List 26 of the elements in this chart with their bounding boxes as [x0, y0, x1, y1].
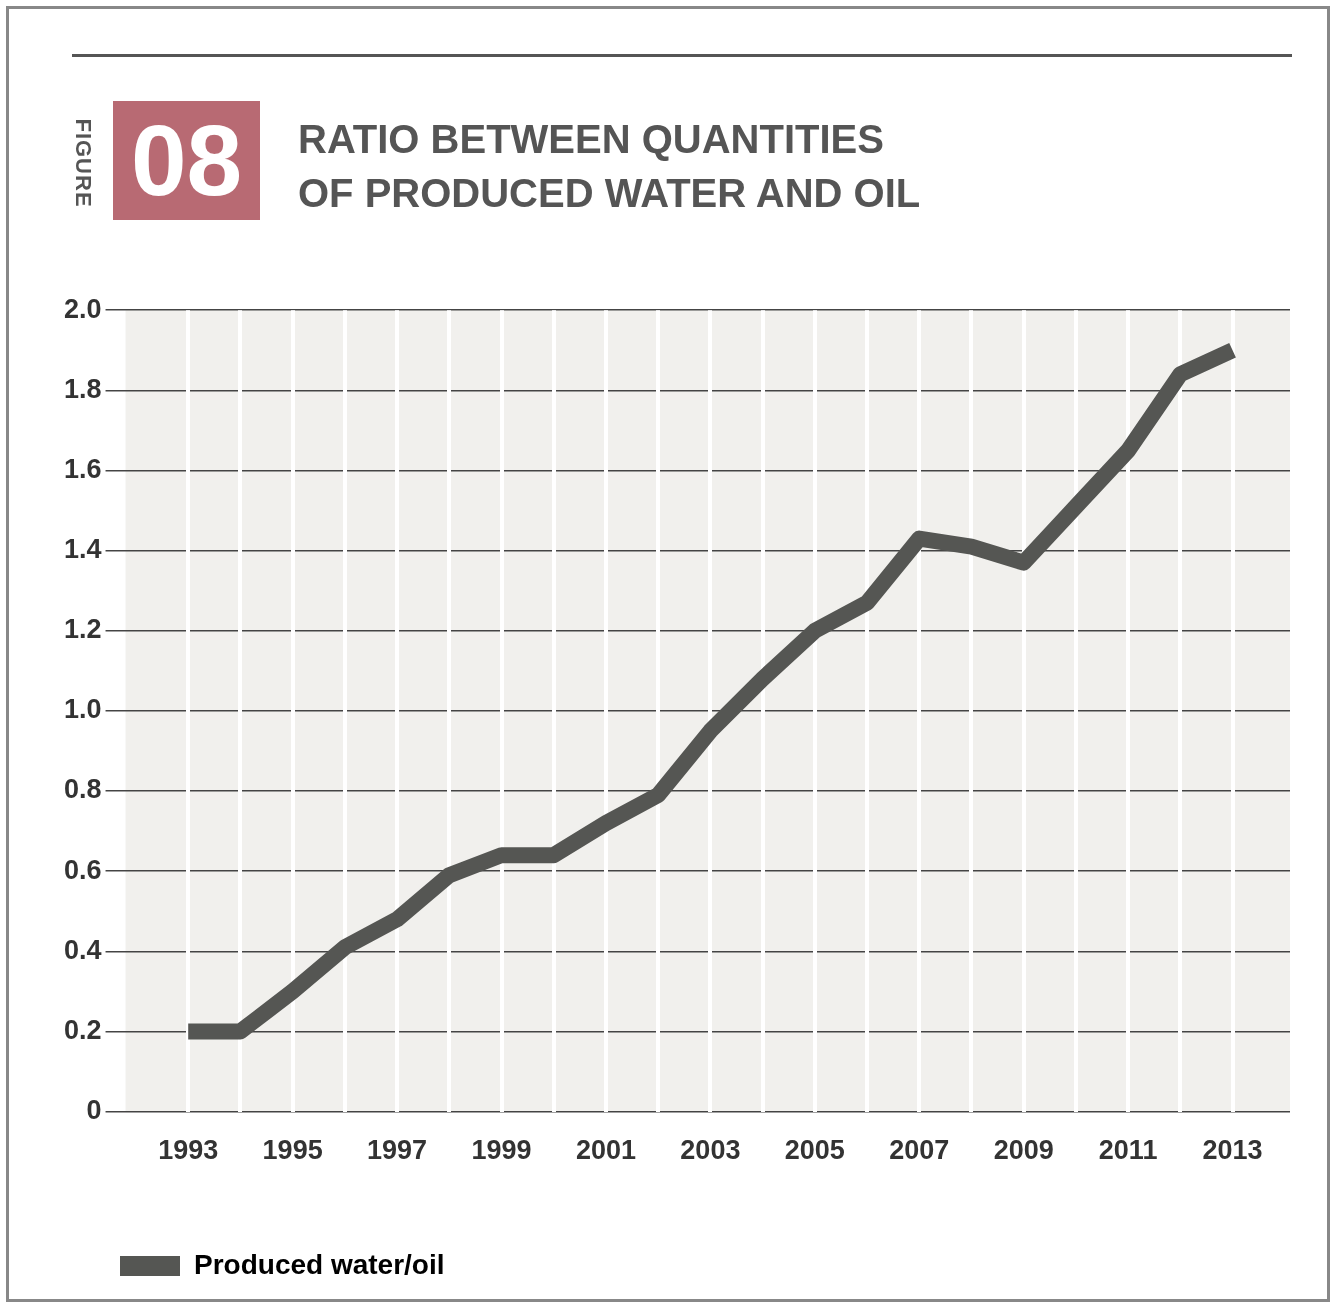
x-tick-label: 2005 [784, 1135, 845, 1166]
y-tick-label: 2.0 [63, 293, 102, 324]
y-tick-label: 1.2 [63, 614, 102, 645]
x-tick-label: 1995 [262, 1135, 323, 1166]
x-tick-label: 2011 [1098, 1135, 1158, 1166]
y-tick-label: 0 [86, 1095, 102, 1126]
x-tick-label: 1993 [158, 1135, 219, 1166]
y-tick-label: 0.8 [63, 774, 102, 805]
y-tick-label: 1.0 [63, 694, 102, 725]
x-tick-label: 1997 [367, 1135, 428, 1166]
x-tick-label: 2007 [889, 1135, 950, 1166]
chart-title: RATIO BETWEEN QUANTITIES OF PRODUCED WATER AND OIL [298, 116, 922, 217]
y-tick-label: 1.6 [63, 453, 102, 484]
legend-label: Produced water/oil [194, 1248, 445, 1280]
y-tick-label: 0.6 [63, 854, 102, 885]
x-tick-label: 2003 [680, 1135, 741, 1166]
y-tick-label: 0.4 [63, 934, 102, 965]
y-tick-label: 1.4 [63, 534, 102, 565]
y-tick-label: 1.8 [63, 373, 102, 404]
x-tick-label: 2001 [575, 1135, 636, 1166]
text: FIGURE [70, 118, 96, 208]
x-tick-label: 2013 [1202, 1135, 1263, 1166]
x-tick-label: 1999 [471, 1135, 532, 1166]
text: 08 [113, 101, 260, 220]
y-tick-label: 0.2 [63, 1014, 102, 1045]
x-tick-label: 2009 [993, 1135, 1054, 1166]
